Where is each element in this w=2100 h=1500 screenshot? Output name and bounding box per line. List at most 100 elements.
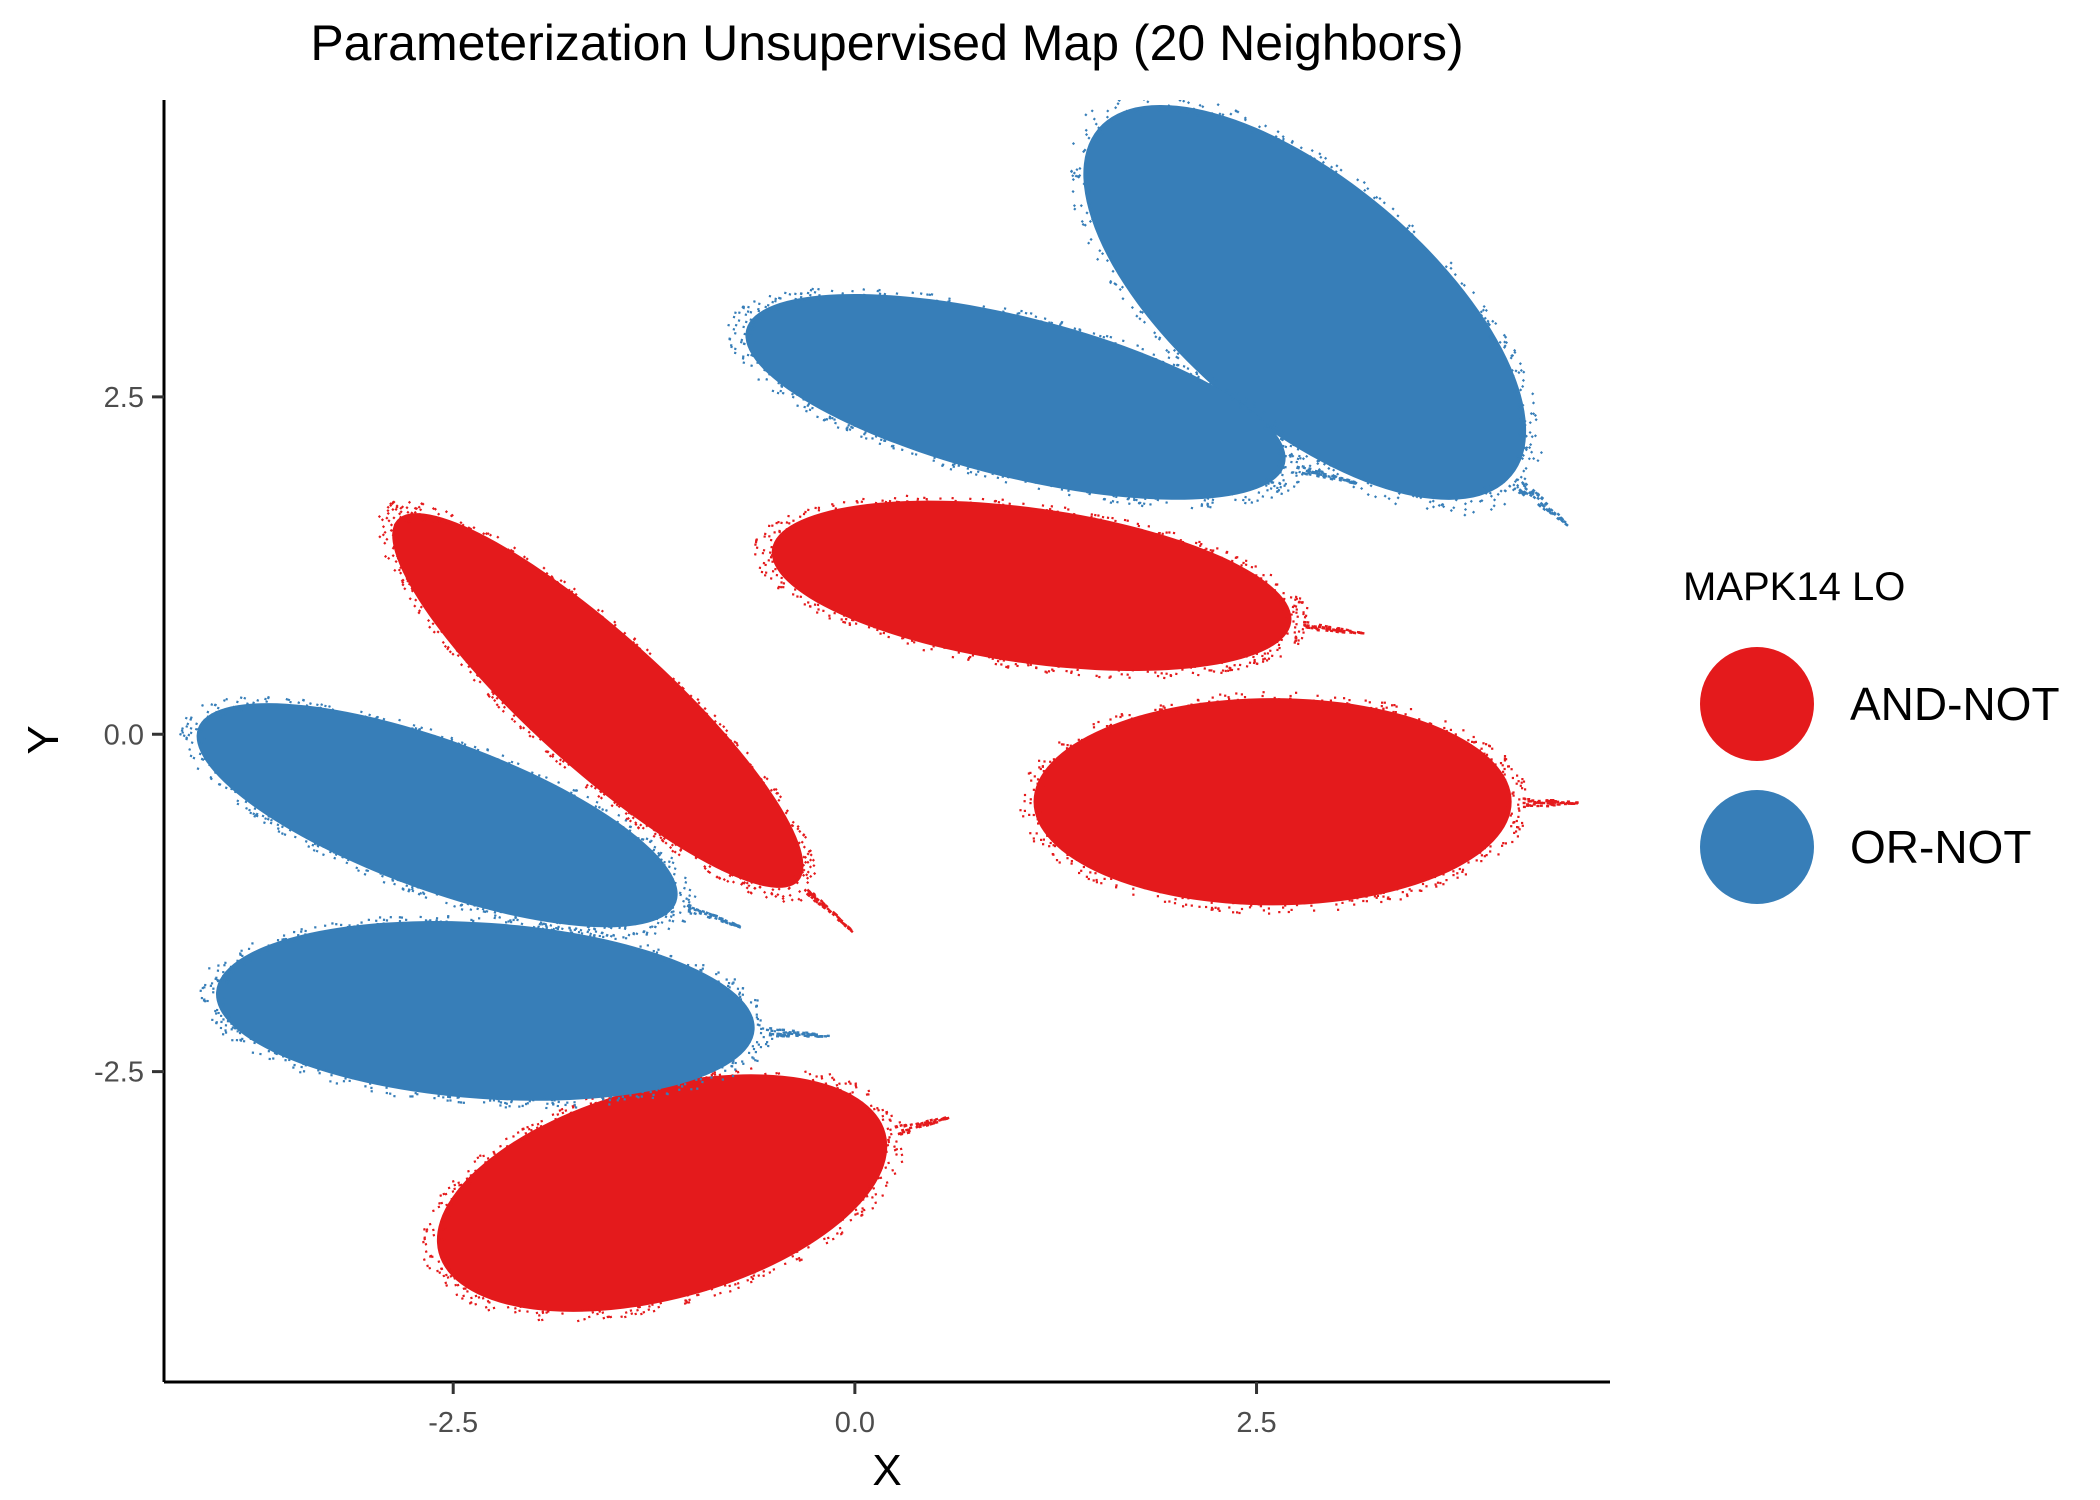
scatter-point [557, 925, 560, 929]
scatter-point [808, 1080, 811, 1084]
scatter-point [375, 716, 379, 719]
scatter-point [455, 1293, 459, 1297]
scatter-point [601, 808, 605, 811]
scatter-point [1518, 828, 1521, 831]
scatter-point [1188, 359, 1192, 363]
scatter-point [594, 805, 598, 808]
scatter-point [732, 1059, 735, 1063]
scatter-point [538, 922, 542, 926]
scatter-point [474, 1302, 478, 1306]
scatter-point [1077, 738, 1080, 741]
scatter-point [663, 863, 666, 867]
scatter-point [781, 896, 785, 901]
scatter-point [1016, 664, 1019, 668]
scatter-point [431, 506, 436, 511]
scatter-point [1327, 466, 1331, 470]
scatter-point [811, 858, 815, 862]
scatter-point [1147, 313, 1151, 317]
scatter-point [1050, 321, 1054, 325]
scatter-point [1120, 285, 1125, 289]
scatter-point [900, 1128, 905, 1132]
scatter-point [1280, 492, 1284, 496]
scatter-point [894, 1124, 898, 1128]
scatter-point [1048, 507, 1052, 511]
scatter-point [879, 632, 882, 635]
scatter-point [708, 864, 712, 869]
scatter-point [1097, 720, 1100, 724]
scatter-point [1298, 445, 1302, 449]
scatter-point [1046, 826, 1049, 829]
scatter-point [598, 1310, 602, 1313]
scatter-point [218, 979, 222, 982]
scatter-point [849, 1218, 853, 1222]
scatter-point [1027, 772, 1030, 775]
scatter-point [1351, 184, 1355, 188]
scatter-point [1049, 484, 1053, 488]
scatter-point [223, 712, 227, 716]
scatter-point [1472, 735, 1475, 739]
scatter-point [1528, 446, 1532, 450]
scatter-point [363, 872, 367, 876]
scatter-point [752, 1047, 756, 1051]
scatter-point [1549, 800, 1553, 804]
scatter-point [593, 786, 597, 790]
scatter-point [1144, 309, 1148, 314]
scatter-point [1038, 759, 1041, 762]
scatter-point [1401, 891, 1404, 894]
scatter-point [1394, 502, 1398, 506]
scatter-point [919, 292, 923, 295]
scatter-point [1072, 171, 1076, 175]
scatter-point [1174, 898, 1177, 901]
scatter-point [1126, 519, 1129, 522]
scatter-point [443, 1262, 447, 1266]
scatter-point [717, 917, 722, 921]
scatter-point [1130, 527, 1133, 531]
scatter-point [433, 1096, 436, 1100]
scatter-point [407, 888, 411, 892]
scatter-point [396, 878, 400, 882]
scatter-point [1282, 599, 1285, 603]
scatter-point [569, 1114, 572, 1118]
scatter-point [1503, 792, 1506, 795]
scatter-point [561, 1111, 565, 1115]
scatter-point [705, 911, 710, 915]
scatter-point [718, 1073, 722, 1077]
scatter-point [1518, 798, 1521, 801]
scatter-point [1524, 487, 1529, 491]
scatter-point [1154, 497, 1158, 500]
scatter-point [200, 741, 203, 745]
scatter-point [1283, 484, 1286, 488]
scatter-point [667, 860, 671, 864]
scatter-point [1029, 771, 1032, 774]
scatter-point [669, 846, 673, 850]
scatter-point [1256, 578, 1259, 582]
scatter-point [542, 566, 546, 570]
scatter-point [1320, 703, 1323, 706]
scatter-point [1510, 825, 1513, 828]
scatter-point [776, 893, 780, 897]
scatter-point [981, 497, 985, 501]
scatter-point [1490, 481, 1494, 485]
scatter-point [1112, 875, 1115, 878]
scatter-point [776, 1028, 780, 1032]
scatter-point [1038, 779, 1041, 782]
scatter-point [659, 1301, 663, 1305]
scatter-point [457, 1181, 461, 1185]
scatter-point [285, 1055, 289, 1058]
scatter-point [1259, 904, 1263, 907]
scatter-point [1087, 877, 1090, 881]
scatter-point [1281, 137, 1286, 141]
scatter-point [1103, 733, 1106, 736]
scatter-point [230, 706, 234, 710]
scatter-point [1269, 426, 1273, 429]
scatter-point [1517, 403, 1521, 407]
scatter-point [876, 1106, 879, 1110]
scatter-point [1269, 573, 1273, 577]
scatter-point [1362, 899, 1365, 903]
scatter-point [639, 823, 643, 827]
scatter-point [528, 734, 532, 738]
scatter-point [1523, 423, 1527, 427]
scatter-point [399, 726, 403, 729]
scatter-point [735, 1001, 739, 1004]
scatter-point [771, 884, 775, 888]
